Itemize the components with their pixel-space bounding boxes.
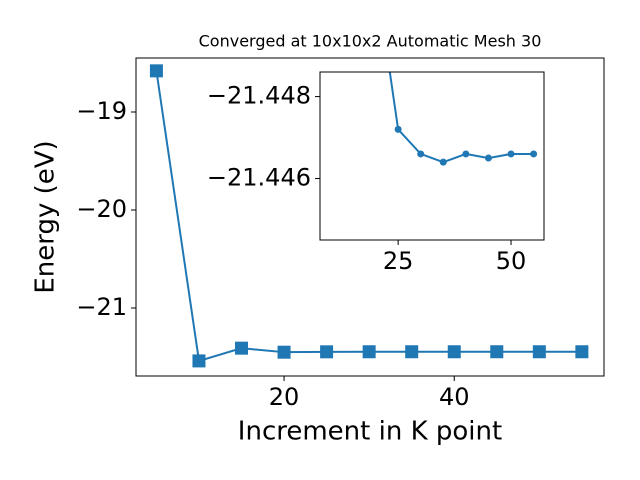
y-tick-label: −21.446 [207,164,311,192]
data-point [462,150,470,158]
data-point [532,345,546,359]
data-point [530,150,538,158]
data-point [320,345,334,359]
y-tick-label: −21.448 [207,82,311,110]
data-point [484,154,492,162]
data-point [417,150,425,158]
data-point [362,345,376,359]
data-point [235,341,249,355]
y-tick-label: −19 [76,97,127,125]
data-point [277,345,291,359]
chart-title: Converged at 10x10x2 Automatic Mesh 30 [199,32,542,51]
data-point [149,64,163,78]
plot-layer [149,64,589,368]
data-point [447,345,461,359]
data-point [575,345,589,359]
data-point [490,345,504,359]
data-point [439,158,447,166]
x-tick-label: 40 [439,383,470,411]
data-point [507,150,515,158]
data-point [192,354,206,368]
plot-layer [388,72,538,166]
plot-frame [135,57,605,377]
x-tick-label: 50 [496,247,527,275]
x-tick-label: 25 [383,247,414,275]
y-tick-label: −21 [76,293,127,321]
plot-frame [319,71,545,241]
data-line [388,72,534,164]
x-tick-label: 20 [269,383,300,411]
plot-area [320,72,544,240]
data-point [394,125,402,133]
x-axis-label: Increment in K point [238,417,502,447]
y-tick-label: −20 [76,195,127,223]
data-point [405,345,419,359]
y-axis-label: Energy (eV) [31,140,61,293]
